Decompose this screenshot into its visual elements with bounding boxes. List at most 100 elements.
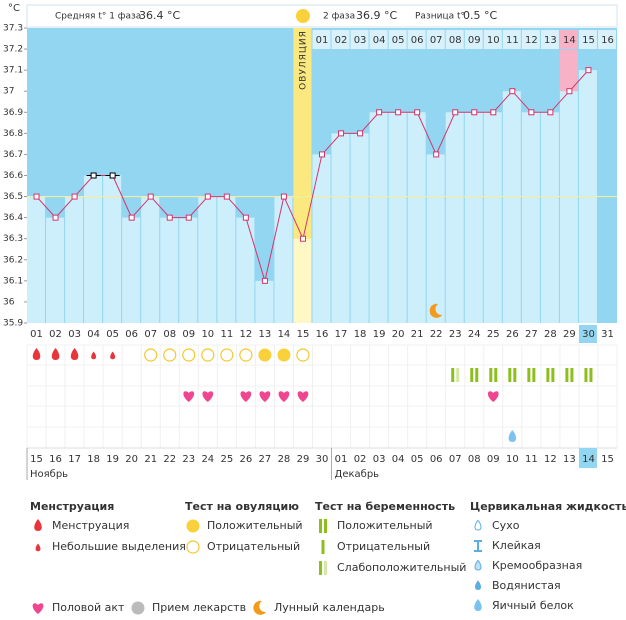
temp-point bbox=[490, 109, 497, 116]
date-label: 27 bbox=[259, 454, 272, 465]
date-label: 20 bbox=[125, 454, 138, 465]
legend-label: Половой акт bbox=[52, 601, 125, 614]
ovulation-test-positive bbox=[258, 348, 272, 362]
diff-label: Разница t° bbox=[415, 12, 465, 22]
x-tick-label: 15 bbox=[297, 329, 310, 340]
legend-label: Прием лекарств bbox=[152, 601, 246, 614]
date-label: 11 bbox=[525, 454, 538, 465]
pregnancy-test-positive bbox=[546, 368, 555, 382]
temp-bar bbox=[540, 112, 559, 324]
phase2-label: 2 фаза bbox=[323, 12, 355, 22]
temp-point bbox=[547, 109, 554, 116]
legend-label: Положительный bbox=[337, 519, 433, 532]
temp-bar bbox=[559, 91, 578, 323]
x-tick-label: 02 bbox=[49, 329, 62, 340]
temp-bar bbox=[312, 154, 331, 323]
date-label: 29 bbox=[297, 454, 310, 465]
date-label: 28 bbox=[278, 454, 291, 465]
phase2-cell bbox=[426, 30, 445, 49]
x-tick-label: 13 bbox=[259, 329, 272, 340]
phase2-day: 06 bbox=[411, 35, 424, 46]
legend-title: Тест на овуляцию bbox=[185, 500, 299, 513]
temp-point bbox=[452, 109, 459, 116]
phase2-day: 10 bbox=[487, 35, 500, 46]
phase2-cell bbox=[312, 30, 331, 49]
phase1-avg: 36.4 °C bbox=[139, 9, 180, 22]
legend-title: Менструация bbox=[30, 500, 114, 513]
x-tick-label: 17 bbox=[335, 329, 348, 340]
temp-point bbox=[185, 214, 192, 221]
y-tick-label: 36 bbox=[3, 297, 15, 307]
y-tick-label: 36.6 bbox=[3, 171, 23, 181]
temp-point bbox=[338, 130, 345, 137]
pregnancy-test-positive bbox=[470, 368, 479, 382]
date-label: 01 bbox=[335, 454, 348, 465]
y-tick-label: 36.4 bbox=[3, 213, 23, 223]
y-tick-label: 35.9 bbox=[3, 319, 23, 329]
temp-point bbox=[71, 193, 78, 200]
temp-point bbox=[471, 109, 478, 116]
temp-point bbox=[319, 151, 325, 158]
header-band bbox=[26, 4, 618, 28]
temp-bar bbox=[122, 217, 141, 323]
pregnancy-test-positive bbox=[527, 368, 536, 382]
sex-icon bbox=[297, 391, 309, 402]
temp-point bbox=[204, 193, 211, 200]
legend-label: Водянистая bbox=[492, 579, 561, 592]
temp-point bbox=[299, 235, 306, 242]
phase2-day: 14 bbox=[563, 35, 576, 46]
phase2-cell bbox=[578, 30, 597, 49]
date-label: 22 bbox=[163, 454, 176, 465]
temp-bar bbox=[198, 196, 217, 323]
ovulation-test-positive bbox=[186, 519, 200, 533]
phase2-day: 03 bbox=[354, 35, 367, 46]
x-tick-label: 14 bbox=[278, 329, 291, 340]
phase2-day: 11 bbox=[506, 35, 519, 46]
phase2-day: 09 bbox=[468, 35, 481, 46]
temp-point bbox=[357, 130, 364, 137]
temp-bar bbox=[217, 196, 236, 323]
temp-bar bbox=[236, 217, 255, 323]
x-tick-label: 03 bbox=[68, 329, 81, 340]
temp-point bbox=[223, 193, 230, 200]
temp-bar bbox=[160, 217, 179, 323]
temp-bar bbox=[483, 112, 502, 324]
temp-bar bbox=[369, 112, 388, 324]
y-tick-label: 36.8 bbox=[3, 129, 23, 139]
phase2-day: 04 bbox=[373, 35, 386, 46]
x-tick-label: 12 bbox=[240, 329, 253, 340]
x-tick-label: 28 bbox=[544, 329, 557, 340]
pregnancy-test-positive bbox=[508, 368, 517, 382]
temp-point bbox=[128, 214, 135, 221]
date-label: 10 bbox=[506, 454, 519, 465]
moon-icon bbox=[429, 303, 443, 318]
y-tick-label: 37.1 bbox=[3, 66, 23, 76]
date-label: 07 bbox=[449, 454, 462, 465]
fluid-creamy bbox=[474, 559, 482, 571]
phase2-day: 07 bbox=[430, 35, 443, 46]
y-tick-label: 36.7 bbox=[3, 150, 23, 160]
x-tick-label: 16 bbox=[316, 329, 329, 340]
date-label: 06 bbox=[430, 454, 443, 465]
phase2-day: 16 bbox=[601, 35, 614, 46]
x-tick-label: 04 bbox=[87, 329, 100, 340]
date-label: 05 bbox=[411, 454, 424, 465]
phase2-cell bbox=[521, 30, 540, 49]
phase2-cell bbox=[331, 30, 350, 49]
phase2-day: 12 bbox=[525, 35, 538, 46]
temp-point bbox=[566, 88, 573, 95]
phase2-day: 08 bbox=[449, 35, 462, 46]
temp-point bbox=[585, 67, 592, 74]
temp-bar bbox=[274, 196, 293, 323]
diff-value: 0.5 °C bbox=[463, 9, 497, 22]
date-label: 18 bbox=[87, 454, 100, 465]
legend-label: Лунный календарь bbox=[274, 601, 385, 614]
menstruation-icon bbox=[34, 519, 42, 531]
ovulation-test-negative bbox=[201, 348, 215, 362]
legend-label: Сухо bbox=[492, 519, 520, 532]
temp-point bbox=[90, 172, 97, 179]
temp-point bbox=[33, 193, 40, 200]
ovulation-test-negative bbox=[182, 348, 196, 362]
temp-bar bbox=[84, 175, 103, 323]
